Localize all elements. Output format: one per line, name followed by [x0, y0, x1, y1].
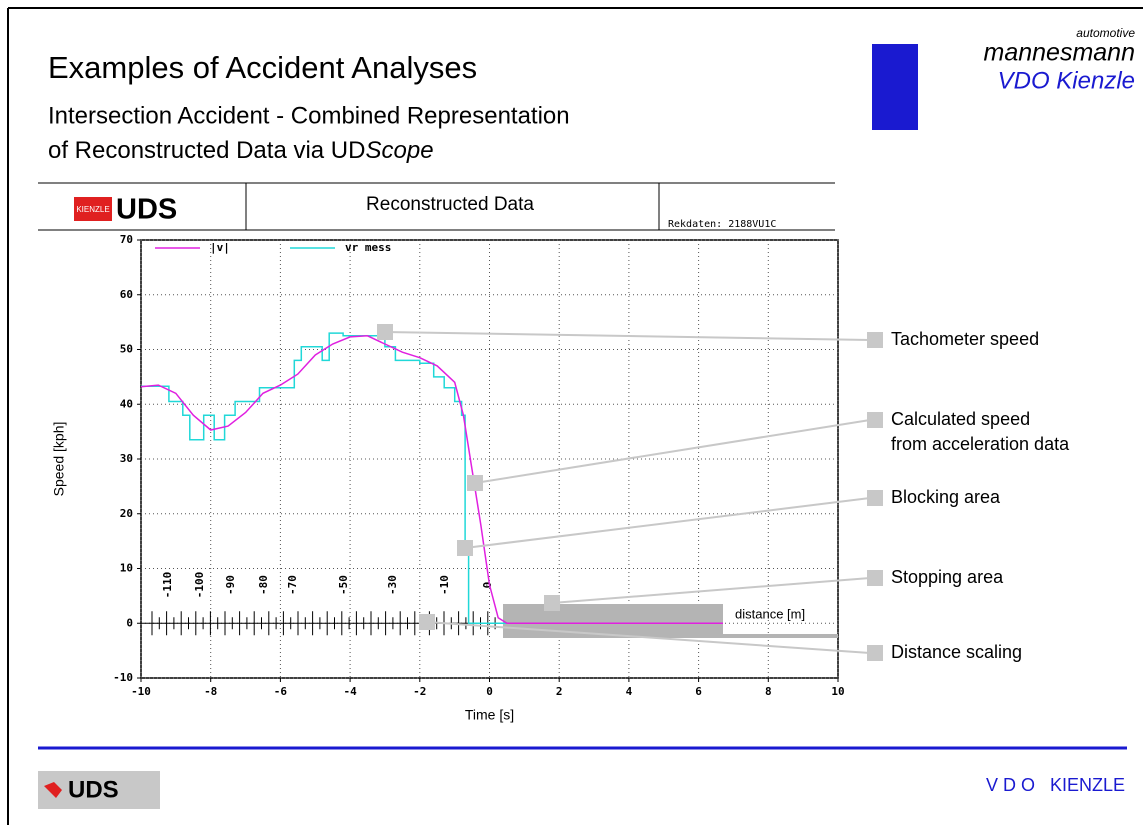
logo-name: mannesmann: [984, 39, 1135, 67]
annotation: from acceleration data: [891, 434, 1070, 454]
callout-marker: [867, 332, 883, 348]
distance-tick-label: -80: [257, 575, 270, 595]
x-tick-label: 10: [831, 685, 844, 698]
footer-left: UDS: [68, 776, 119, 803]
callout-marker: [867, 412, 883, 428]
x-tick-label: -2: [413, 685, 426, 698]
x-tick-label: -6: [274, 685, 288, 698]
y-tick-label: 20: [120, 507, 133, 520]
legend-label: |v|: [210, 241, 230, 254]
callout-marker: [377, 324, 393, 340]
y-tick-label: 50: [120, 343, 133, 356]
x-tick-label: 0: [486, 685, 493, 698]
y-tick-label: 30: [120, 452, 133, 465]
footer-icon: [44, 782, 62, 798]
y-tick-label: 0: [126, 616, 133, 629]
y-tick-label: -10: [113, 671, 133, 684]
annotation: Tachometer speed: [891, 329, 1039, 349]
annotation: Calculated speed: [891, 409, 1030, 429]
x-tick-label: 6: [695, 685, 702, 698]
file-label: Rekdaten: 2188VU1C: [668, 219, 776, 230]
callout-marker: [419, 614, 435, 630]
logo-brand: VDO Kienzle: [998, 67, 1135, 94]
callout-marker: [867, 570, 883, 586]
stopping-area: [503, 604, 723, 638]
x-tick-label: 2: [556, 685, 563, 698]
callout-marker: [867, 645, 883, 661]
callout-marker: [867, 490, 883, 506]
series-line: [141, 332, 507, 625]
footer-right: V D O KIENZLE: [986, 775, 1125, 795]
x-tick-label: -10: [131, 685, 151, 698]
annotation: Blocking area: [891, 487, 1001, 507]
legend-label: vr mess: [345, 241, 391, 254]
x-axis-label: Time [s]: [465, 707, 514, 723]
distance-tick-label: -10: [438, 575, 451, 595]
distance-tick-label: -110: [161, 572, 174, 599]
callout-marker: [467, 475, 483, 491]
annotation: Stopping area: [891, 567, 1004, 587]
distance-tick-label: -100: [193, 572, 206, 599]
x-tick-label: -4: [343, 685, 357, 698]
subtitle: Intersection Accident - Combined Represe…: [48, 102, 570, 129]
logo-block: [872, 44, 918, 130]
badge-text: KIENZLE: [76, 205, 109, 214]
subtitle-italic: Scope: [365, 137, 433, 164]
annotation: Distance scaling: [891, 642, 1022, 662]
callout-marker: [457, 540, 473, 556]
distance-label: distance [m]: [735, 606, 805, 621]
y-tick-label: 60: [120, 288, 133, 301]
x-tick-label: -8: [204, 685, 217, 698]
callout-line: [384, 331, 871, 341]
callout-line: [474, 419, 871, 484]
callout-line: [426, 621, 871, 654]
logo-top: automotive: [1076, 26, 1135, 40]
callout-line: [551, 577, 871, 604]
callout-line: [464, 497, 871, 549]
subtitle: of Reconstructed Data via UDScope: [48, 137, 434, 164]
y-tick-label: 10: [120, 562, 133, 575]
stopping-area: [723, 634, 838, 638]
distance-tick-label: -90: [224, 575, 237, 595]
distance-tick-label: -30: [386, 575, 399, 595]
y-axis-label: Speed [kph]: [51, 422, 67, 497]
distance-tick-label: -70: [286, 575, 299, 595]
distance-tick-label: -50: [337, 575, 350, 595]
badge: [74, 197, 112, 221]
distance-tick-label: 0: [481, 582, 494, 589]
y-tick-label: 40: [120, 397, 133, 410]
callout-marker: [544, 595, 560, 611]
y-tick-label: 70: [120, 233, 133, 246]
subtitle-text: of Reconstructed Data via UD: [48, 137, 365, 164]
chart-header-title: Reconstructed Data: [366, 194, 534, 215]
product: UDS: [116, 194, 177, 226]
x-tick-label: 8: [765, 685, 772, 698]
title: Examples of Accident Analyses: [48, 50, 477, 85]
series-line: [140, 335, 723, 625]
x-tick-label: 4: [626, 685, 633, 698]
